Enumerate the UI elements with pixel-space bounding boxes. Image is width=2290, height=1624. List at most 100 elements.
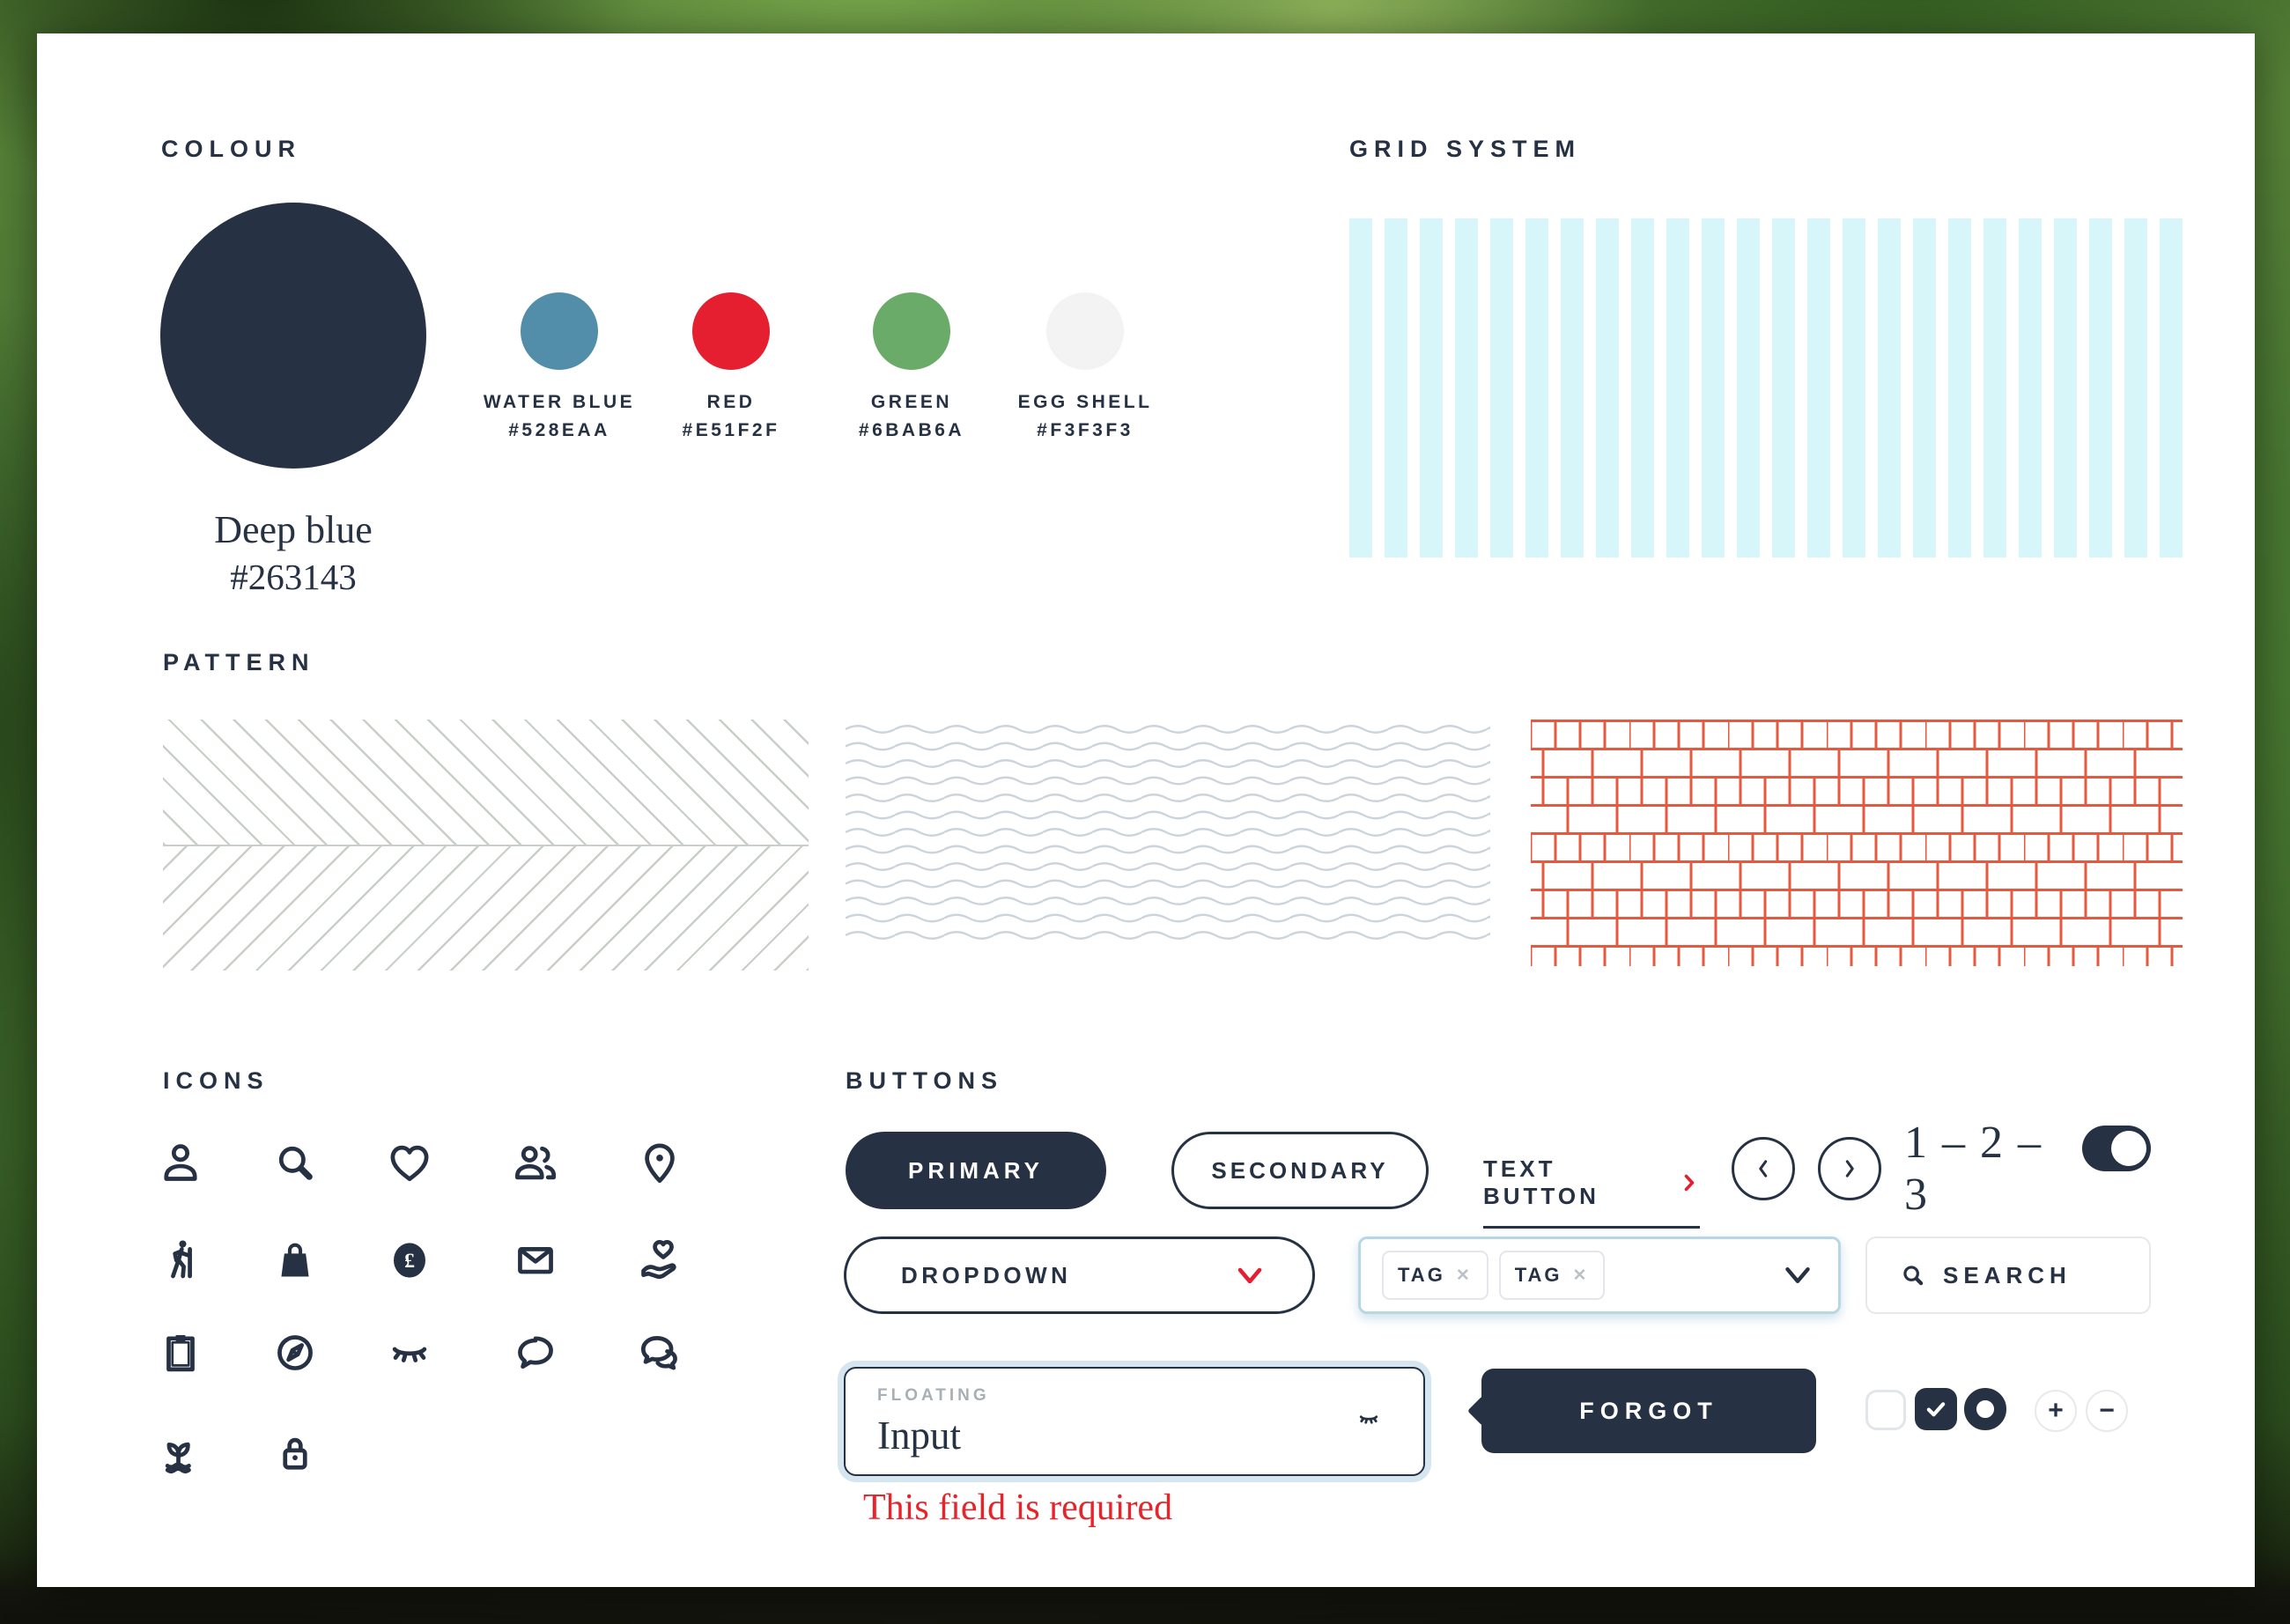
deep-blue-swatch [160, 203, 426, 469]
grid-column [1772, 218, 1795, 557]
pattern-herringbone [163, 720, 809, 971]
swatch-water-blue: WATER BLUE #528EAA [471, 292, 647, 444]
grid-column [1385, 218, 1407, 557]
grid-column [1525, 218, 1548, 557]
shopping-bag-icon [269, 1234, 321, 1287]
grid-column [1878, 218, 1901, 557]
remove-tag-icon[interactable]: ✕ [1455, 1266, 1473, 1285]
swatch-red: RED #E51F2F [643, 292, 819, 444]
increment-button[interactable]: + [2035, 1390, 2077, 1432]
chevron-right-icon [1845, 1160, 1854, 1177]
floating-input[interactable]: FLOATING Input [844, 1367, 1425, 1476]
grid-column [1737, 218, 1760, 557]
forgot-button-label: FORGOT [1579, 1397, 1718, 1424]
closed-eye-icon [383, 1326, 436, 1379]
chevron-down-icon[interactable] [1784, 1266, 1812, 1285]
sprout-icon [154, 1427, 207, 1480]
waves-svg [846, 720, 1490, 941]
chevron-down-icon [1237, 1267, 1262, 1283]
chat-icon [509, 1326, 562, 1379]
swatch-hex: #E51F2F [682, 419, 780, 440]
checkbox-unchecked[interactable] [1865, 1390, 1906, 1430]
search-input[interactable]: SEARCH [1865, 1236, 2151, 1314]
grid-column [2054, 218, 2077, 557]
grid-column [1596, 218, 1619, 557]
primary-button-label: PRIMARY [908, 1156, 1044, 1184]
herringbone-top-half [163, 720, 809, 845]
checkbox-checked[interactable] [1915, 1388, 1957, 1430]
icons-section-title: ICONS [163, 1067, 270, 1094]
heart-icon [383, 1136, 436, 1189]
tag-chip-label: TAG [1398, 1264, 1445, 1286]
pound-coin-icon: £ [383, 1234, 436, 1287]
grid-column [1349, 218, 1372, 557]
buttons-section-title: BUTTONS [846, 1067, 1004, 1094]
heart-in-hand-icon [633, 1234, 686, 1287]
deep-blue-hex: #263143 [230, 557, 357, 597]
toggle-switch[interactable] [2082, 1126, 2151, 1171]
closed-eye-icon[interactable] [1349, 1406, 1388, 1437]
text-button-label: TEXT BUTTON [1483, 1155, 1599, 1209]
style-guide-card: COLOUR Deep blue #263143 WATER BLUE #528E… [37, 33, 2255, 1587]
grid-columns [1349, 218, 2183, 557]
remove-tag-icon[interactable]: ✕ [1572, 1266, 1590, 1285]
tag-chip-label: TAG [1514, 1264, 1562, 1286]
grid-column [1631, 218, 1654, 557]
swatch-hex: #528EAA [508, 419, 610, 440]
forgot-button[interactable]: FORGOT [1467, 1369, 1816, 1453]
swatch-name: EGG SHELL [1017, 392, 1153, 412]
grid-column [1420, 218, 1443, 557]
grid-column [2019, 218, 2042, 557]
grid-column [1561, 218, 1584, 557]
grid-column [2089, 218, 2112, 557]
dropdown-label: DROPDOWN [901, 1261, 1072, 1288]
radio-selected[interactable] [1964, 1388, 2006, 1430]
deep-blue-name: Deep blue [214, 508, 373, 551]
map-pin-icon [633, 1136, 686, 1189]
pagination-steps[interactable]: 1 – 2 – 3 [1904, 1118, 2043, 1220]
swatch-hex: #6BAB6A [858, 419, 965, 440]
tag-chip[interactable]: TAG ✕ [1498, 1251, 1606, 1300]
grid-column [1913, 218, 1936, 557]
search-placeholder: SEARCH [1943, 1261, 2072, 1288]
secondary-button-label: SECONDARY [1211, 1156, 1389, 1184]
tooltip-notch [1467, 1396, 1497, 1426]
dropdown-button[interactable]: DROPDOWN [844, 1236, 1315, 1314]
herringbone-bottom-half [163, 846, 809, 971]
pagination-next-button[interactable] [1818, 1137, 1881, 1200]
compass-icon [269, 1326, 321, 1379]
water-blue-dot [521, 292, 598, 370]
deep-blue-caption: Deep blue #263143 [139, 507, 447, 598]
pattern-section-title: PATTERN [163, 649, 315, 675]
decrement-button[interactable]: − [2086, 1390, 2128, 1432]
red-dot [692, 292, 770, 370]
grid-column [1948, 218, 1971, 557]
grid-column [1490, 218, 1513, 557]
tag-chip[interactable]: TAG ✕ [1382, 1251, 1488, 1300]
grid-column [1702, 218, 1725, 557]
swatch-green: GREEN #6BAB6A [824, 292, 1000, 444]
text-button[interactable]: TEXT BUTTON [1483, 1136, 1700, 1229]
chevron-left-icon [1759, 1160, 1768, 1177]
search-icon [1903, 1266, 1924, 1286]
tag-select-field[interactable]: TAG ✕ TAG ✕ [1358, 1236, 1841, 1314]
pagination-prev-button[interactable] [1732, 1137, 1795, 1200]
grid-column [1455, 218, 1478, 557]
users-icon [509, 1136, 562, 1189]
floating-input-label: FLOATING [877, 1386, 990, 1405]
clipboard-icon [154, 1326, 207, 1379]
green-dot [873, 292, 950, 370]
swatch-egg-shell: EGG SHELL #F3F3F3 [997, 292, 1173, 444]
padlock-icon [269, 1427, 321, 1480]
validation-error-text: This field is required [863, 1487, 1173, 1528]
swatch-name: GREEN [870, 392, 953, 412]
secondary-button[interactable]: SECONDARY [1171, 1132, 1429, 1209]
pattern-bricks [1531, 720, 2183, 966]
grid-section-title: GRID SYSTEM [1349, 136, 1582, 162]
primary-button[interactable]: PRIMARY [846, 1132, 1106, 1209]
swatch-name: RED [706, 392, 756, 412]
swatch-hex: #F3F3F3 [1037, 419, 1134, 440]
hiker-icon [154, 1234, 207, 1287]
pattern-waves [846, 720, 1490, 941]
chevron-right-icon [1684, 1174, 1694, 1192]
